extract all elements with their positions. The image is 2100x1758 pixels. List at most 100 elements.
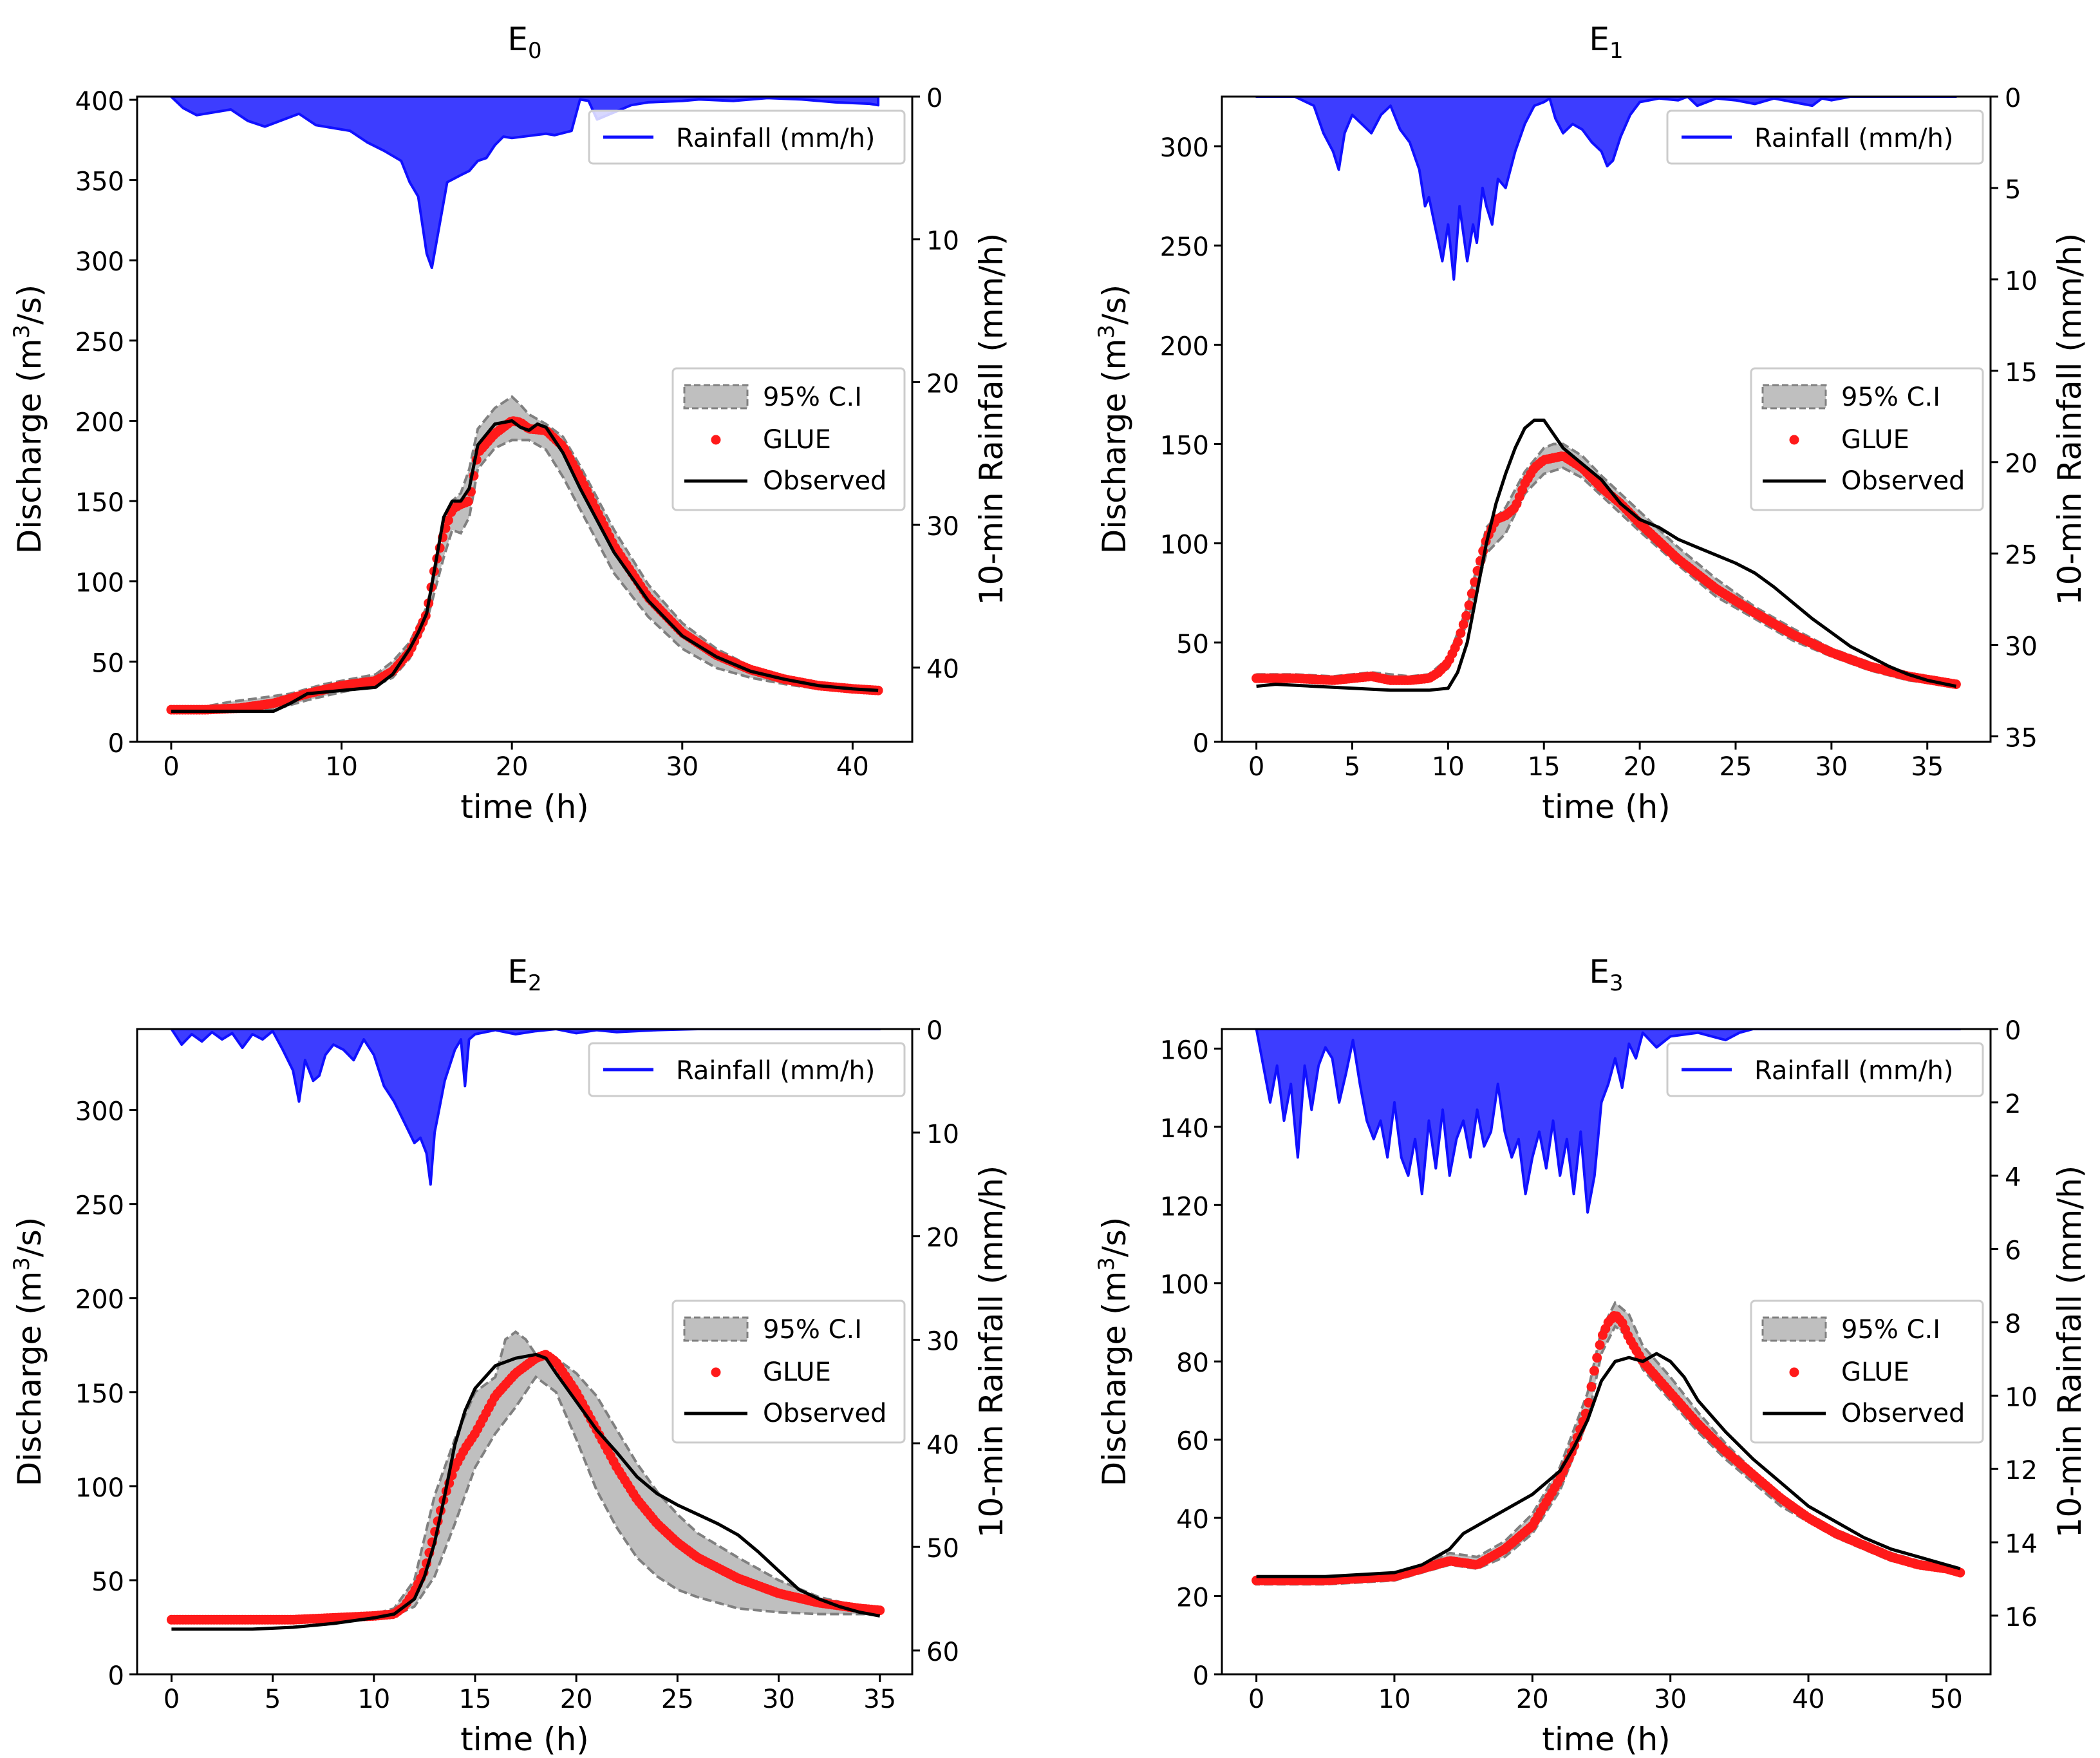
panel-e3: 0 10 20 30 40 50 0 20 40 60 80 100 120 140 160 0 2 4 6 8 10 1… xyxy=(1094,953,2088,1758)
y-axis-label: Discharge (m3/s) xyxy=(9,1217,48,1487)
x-tick-label: 25 xyxy=(661,1685,694,1714)
glue-legend-handle xyxy=(1789,1367,1799,1377)
observed-legend-label: Observed xyxy=(1841,466,1965,496)
y-tick-label: 140 xyxy=(1160,1114,1209,1144)
y-axis-label: Discharge (m3/s) xyxy=(1094,285,1133,554)
glue-point xyxy=(875,1605,885,1616)
x-tick-label: 40 xyxy=(836,752,869,782)
plot-area xyxy=(166,1029,885,1631)
ylabel-superscript: 3 xyxy=(1094,1257,1120,1271)
y2-tick-label: 35 xyxy=(2005,723,2038,753)
observed-line xyxy=(1256,1352,1961,1578)
y2-tick-label: 8 xyxy=(2005,1309,2021,1339)
y-tick-label: 300 xyxy=(75,1097,124,1127)
x-tick-label: 40 xyxy=(1792,1685,1825,1714)
x-tick-label: 30 xyxy=(1654,1685,1687,1714)
axes-frame xyxy=(136,95,914,743)
ci-legend-label: 95% C.I xyxy=(1841,1315,1940,1345)
plot-area xyxy=(166,97,883,715)
rainfall-area xyxy=(1255,97,1958,281)
y-tick-label: 100 xyxy=(75,569,124,598)
rainfall-legend-label: Rainfall (mm/h) xyxy=(1754,124,1953,153)
y-tick-label: 200 xyxy=(1160,332,1209,361)
glue-legend-label: GLUE xyxy=(1841,425,1909,455)
title-subscript: 1 xyxy=(1609,38,1624,64)
ylabel-text: Discharge (m xyxy=(1096,1271,1133,1487)
y2-tick-label: 50 xyxy=(926,1534,959,1564)
x-tick-label: 20 xyxy=(1624,752,1656,782)
x-tick-label: 30 xyxy=(1815,752,1848,782)
y2-tick-label: 40 xyxy=(926,655,959,685)
x-tick-label: 15 xyxy=(1528,752,1561,782)
glue-point xyxy=(443,515,453,525)
title-subscript: 0 xyxy=(528,38,542,64)
observed-legend-label: Observed xyxy=(1841,1399,1965,1428)
y-axis-label: Discharge (m3/s) xyxy=(9,285,48,554)
y2-tick-label: 60 xyxy=(926,1638,959,1667)
glue-point xyxy=(1467,589,1477,599)
y-tick-label: 0 xyxy=(1193,729,1209,759)
rainfall-legend-box xyxy=(1666,109,1984,165)
x-tick-label: 5 xyxy=(265,1685,281,1714)
x-tick-label: 20 xyxy=(1516,1685,1549,1714)
y-tick-label: 20 xyxy=(1176,1583,1209,1613)
x-axis-label: time (h) xyxy=(1542,1721,1671,1758)
plot-area xyxy=(1252,1029,1965,1586)
title-base: E xyxy=(507,21,528,58)
plot-area xyxy=(1252,97,1961,692)
rainfall-legend-label: Rainfall (mm/h) xyxy=(1754,1056,1953,1086)
x-tick-label: 35 xyxy=(1911,752,1944,782)
x-tick-label: 10 xyxy=(1378,1685,1411,1714)
x-tick-label: 25 xyxy=(1720,752,1752,782)
y-tick-label: 350 xyxy=(75,167,124,197)
y2-axis-label: 10-min Rainfall (mm/h) xyxy=(973,233,1010,606)
glue-point xyxy=(1584,1397,1594,1408)
glue-point xyxy=(1456,628,1466,638)
ylabel-text: Discharge (m xyxy=(11,1271,48,1487)
chart-title: E1 xyxy=(1589,21,1623,64)
y-tick-label: 200 xyxy=(75,1285,124,1315)
x-tick-label: 30 xyxy=(762,1685,795,1714)
glue-point xyxy=(1458,619,1468,630)
y2-tick-label: 0 xyxy=(2005,1016,2021,1046)
y2-tick-label: 0 xyxy=(926,1016,942,1046)
y2-tick-label: 10 xyxy=(926,227,959,256)
chart-title: E2 xyxy=(507,953,541,996)
y-tick-label: 150 xyxy=(1160,431,1209,461)
y-tick-label: 400 xyxy=(75,87,124,117)
ylabel-text-end: /s) xyxy=(1096,1217,1133,1257)
y-tick-label: 50 xyxy=(91,1567,124,1597)
y2-tick-label: 30 xyxy=(926,512,959,542)
y2-tick-label: 14 xyxy=(2005,1529,2038,1559)
x-tick-label: 30 xyxy=(666,752,698,782)
y-tick-label: 250 xyxy=(75,328,124,357)
y2-tick-label: 20 xyxy=(926,369,959,399)
observed-line xyxy=(171,1352,881,1631)
x-tick-label: 10 xyxy=(1432,752,1465,782)
y2-axis-label: 10-min Rainfall (mm/h) xyxy=(2051,233,2088,606)
y-tick-label: 150 xyxy=(75,1379,124,1409)
x-tick-label: 20 xyxy=(560,1685,593,1714)
y2-tick-label: 5 xyxy=(2005,175,2021,205)
rainfall-area xyxy=(170,1029,881,1186)
ci-legend-handle xyxy=(1761,1316,1827,1342)
ci-legend-label: 95% C.I xyxy=(763,383,862,412)
glue-point xyxy=(1586,1382,1597,1392)
y-tick-label: 100 xyxy=(1160,1271,1209,1300)
glue-point xyxy=(1464,600,1474,610)
rainfall-area xyxy=(169,97,880,269)
x-tick-label: 0 xyxy=(164,1685,180,1714)
y2-tick-label: 30 xyxy=(2005,632,2038,662)
panel-e1: 0 5 10 15 20 25 30 35 0 50 100 150 200 250 300 0 5 10 15 20… xyxy=(1094,21,2088,826)
observed-line xyxy=(171,419,879,714)
x-tick-label: 0 xyxy=(1248,752,1264,782)
y-tick-label: 60 xyxy=(1176,1427,1209,1457)
title-base: E xyxy=(1589,21,1609,58)
glue-point xyxy=(463,496,473,507)
x-tick-label: 35 xyxy=(863,1685,896,1714)
ylabel-text: Discharge (m xyxy=(1096,339,1133,554)
x-tick-label: 50 xyxy=(1930,1685,1963,1714)
glue-legend-label: GLUE xyxy=(1841,1357,1909,1387)
y-tick-label: 100 xyxy=(1160,531,1209,560)
